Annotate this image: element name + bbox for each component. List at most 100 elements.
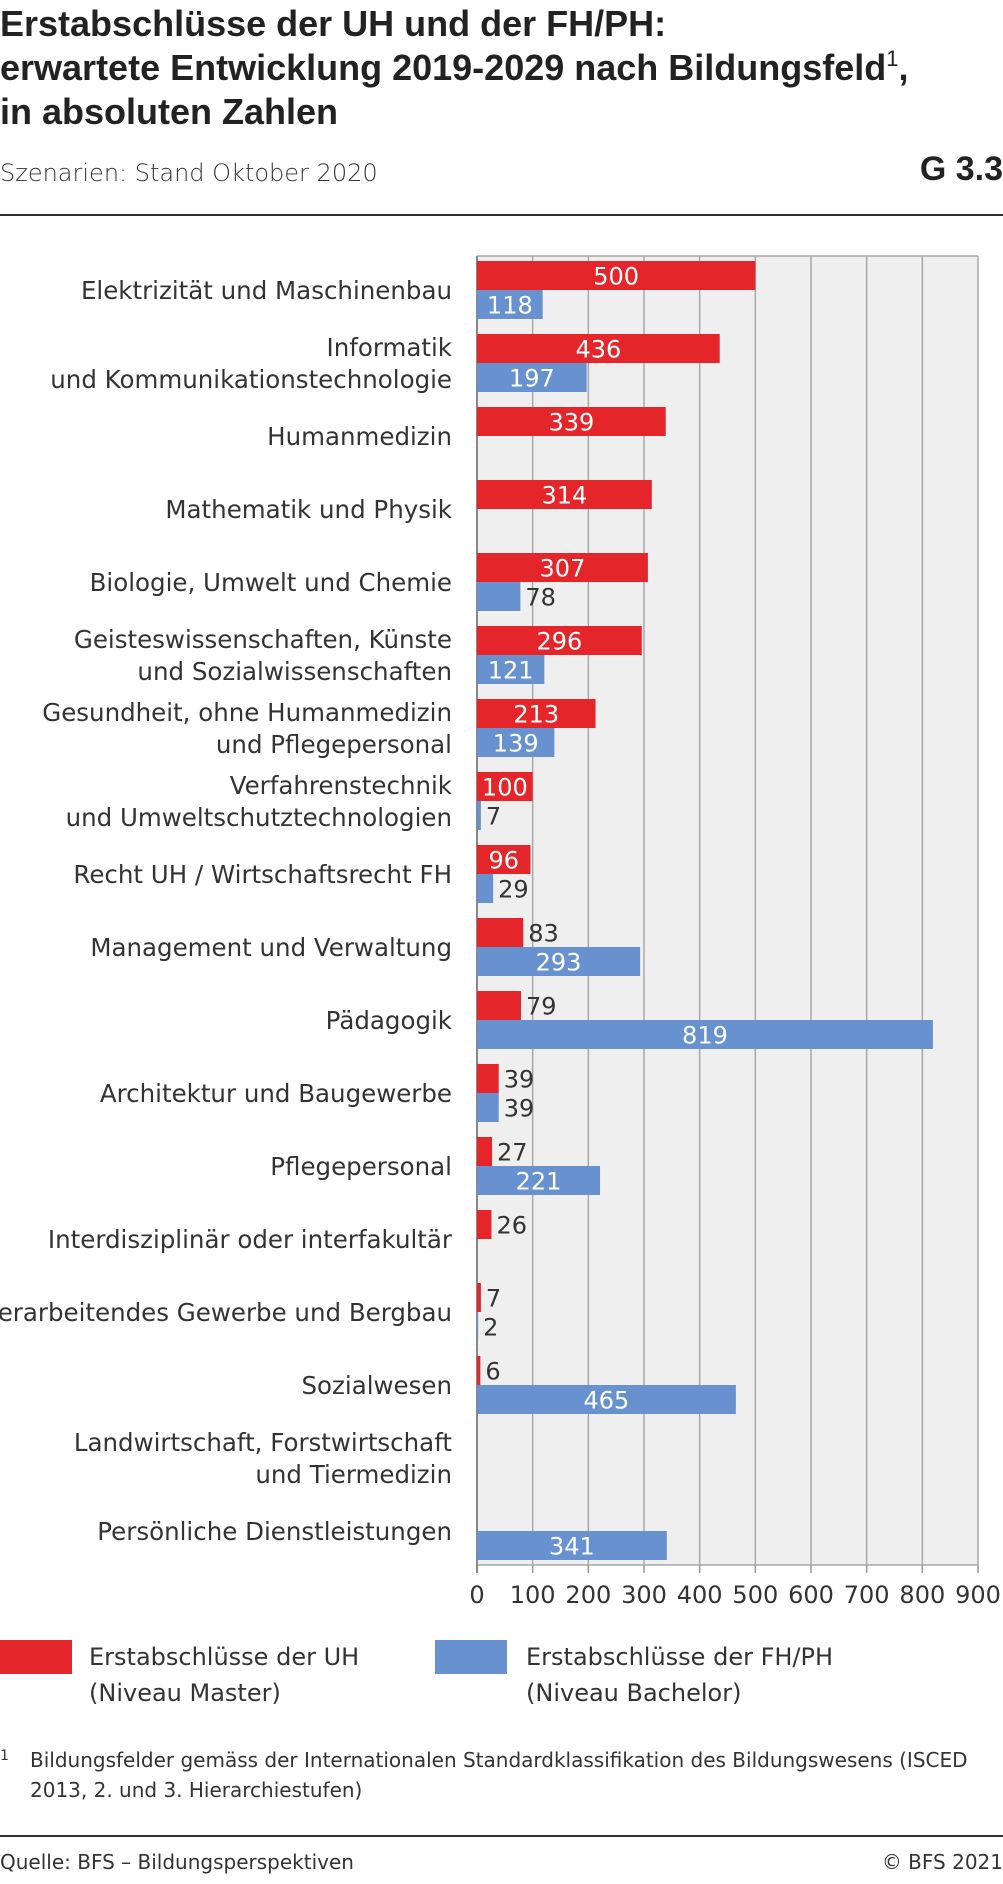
data-label-uh: 213 xyxy=(513,701,559,729)
bar-uh xyxy=(477,480,652,509)
title-line-1: Erstabschlüsse der UH und der FH/PH: xyxy=(0,3,667,44)
copyright-note: © BFS 2021 xyxy=(881,1850,1003,1874)
data-label-uh: 314 xyxy=(541,482,587,510)
bar-uh xyxy=(477,261,756,290)
bar-fh xyxy=(477,655,545,684)
legend-label-uh-line1: Erstabschlüsse der UH xyxy=(89,1643,360,1671)
category-label-line: und Tiermedizin xyxy=(255,1460,452,1489)
category-label: Persönliche Dienstleistungen xyxy=(97,1517,452,1546)
footer-rule xyxy=(0,1835,1003,1837)
bar-uh xyxy=(477,334,720,363)
bar-uh xyxy=(477,553,648,582)
data-label-fh: 341 xyxy=(549,1533,595,1561)
category-label-line: Verfahrenstechnik xyxy=(230,771,453,800)
data-label-fh: 2 xyxy=(483,1314,498,1342)
category-label: Architektur und Baugewerbe xyxy=(100,1079,452,1108)
data-label-uh: 26 xyxy=(496,1212,527,1240)
category-label-line: Pflegepersonal xyxy=(270,1152,452,1181)
bar-fh xyxy=(477,1312,479,1341)
category-label-line: und Sozialwissenschaften xyxy=(137,657,452,686)
legend-swatch-fh xyxy=(435,1640,507,1674)
bar-fh xyxy=(477,1093,499,1122)
category-label: Management und Verwaltung xyxy=(90,933,452,962)
title-line-2: erwartete Entwicklung 2019-2029 nach Bil… xyxy=(0,46,1000,90)
bar-uh xyxy=(477,918,524,947)
category-label-line: Recht UH / Wirtschaftsrecht FH xyxy=(73,860,452,889)
footnote-mark: 1 xyxy=(0,1748,9,1764)
category-label-line: Biologie, Umwelt und Chemie xyxy=(90,568,452,597)
data-label-uh: 100 xyxy=(482,774,528,802)
data-label-uh: 83 xyxy=(528,920,559,948)
category-label-line: Humanmedizin xyxy=(267,422,452,451)
data-label-fh: 819 xyxy=(682,1022,728,1050)
bar-chart: 0 100 200 300 400 500 600 700 800 900 Elektrizität… xyxy=(0,255,1001,1609)
bar-uh xyxy=(477,1137,493,1166)
category-label: Interdisziplinär oder interfakultär xyxy=(48,1225,453,1254)
bar-uh xyxy=(477,845,531,874)
x-tick-label: 0 xyxy=(469,1581,484,1609)
x-tick-label: 900 xyxy=(955,1581,1001,1609)
x-tick-label: 100 xyxy=(510,1581,556,1609)
bar-fh xyxy=(477,1166,601,1195)
title-line-3: in absoluten Zahlen xyxy=(0,91,339,132)
category-label: Mathematik und Physik xyxy=(165,495,452,524)
data-label-uh: 27 xyxy=(497,1139,528,1167)
category-label-line: Informatik xyxy=(327,333,453,362)
title-line-2-text: erwartete Entwicklung 2019-2029 nach Bil… xyxy=(0,47,887,88)
category-label: Humanmedizin xyxy=(267,422,452,451)
data-label-uh: 39 xyxy=(504,1066,535,1094)
data-label-uh: 500 xyxy=(593,263,639,291)
bar-fh xyxy=(477,1385,736,1414)
bar-fh xyxy=(477,290,543,319)
category-label: Geisteswissenschaften, Künste und Sozialw… xyxy=(74,625,452,686)
bar-fh xyxy=(477,1020,933,1049)
x-tick-label: 800 xyxy=(899,1581,945,1609)
data-label-fh: 39 xyxy=(504,1095,535,1123)
bar-fh xyxy=(477,874,494,903)
bar-fh xyxy=(477,801,481,830)
footnote-text: Bildungsfelder gemäss der Internationale… xyxy=(30,1748,968,1802)
bar-uh xyxy=(477,1283,481,1312)
data-label-uh: 296 xyxy=(536,628,582,656)
x-tick-label: 700 xyxy=(844,1581,890,1609)
bar-uh xyxy=(477,1210,492,1239)
source-note: Quelle: BFS – Bildungsperspektiven xyxy=(0,1850,354,1874)
plot-background xyxy=(477,256,978,1565)
category-label-line: Mathematik und Physik xyxy=(165,495,452,524)
category-label-line: Elektrizität und Maschinenbau xyxy=(81,276,452,305)
legend-label-uh-line2: (Niveau Master) xyxy=(89,1679,281,1707)
category-label-line: Gesundheit, ohne Humanmedizin xyxy=(42,698,452,727)
category-label-line: Architektur und Baugewerbe xyxy=(100,1079,452,1108)
category-label-line: Sozialwesen xyxy=(301,1371,452,1400)
legend-swatch-uh xyxy=(0,1640,72,1674)
category-label: Sozialwesen xyxy=(301,1371,452,1400)
data-label-uh: 96 xyxy=(488,847,519,875)
bar-uh xyxy=(477,407,666,436)
category-label-line: Management und Verwaltung xyxy=(90,933,452,962)
data-label-fh: 465 xyxy=(584,1387,630,1415)
header-rule xyxy=(0,214,1003,216)
x-tick-label: 400 xyxy=(677,1581,723,1609)
category-label: Recht UH / Wirtschaftsrecht FH xyxy=(73,860,452,889)
data-label-fh: 118 xyxy=(487,292,533,320)
data-label-fh: 293 xyxy=(536,949,582,977)
data-label-uh: 307 xyxy=(540,555,586,583)
data-label-fh: 121 xyxy=(488,657,534,685)
category-label: Landwirtschaft, Forstwirtschaft und Tierm… xyxy=(74,1428,453,1489)
category-label: Pflegepersonal xyxy=(270,1152,452,1181)
data-label-uh: 7 xyxy=(486,1285,501,1313)
chart-title: Erstabschlüsse der UH und der FH/PH: erw… xyxy=(0,2,1000,134)
data-label-fh: 139 xyxy=(493,730,539,758)
category-label: Pädagogik xyxy=(326,1006,453,1035)
category-label: Informatik und Kommunikationstechnologie xyxy=(50,333,453,394)
chart-subtitle: Szenarien: Stand Oktober 2020 xyxy=(0,159,378,187)
bar-fh xyxy=(477,1531,667,1560)
data-label-uh: 339 xyxy=(548,409,594,437)
x-tick-label: 600 xyxy=(788,1581,834,1609)
bar-uh xyxy=(477,699,596,728)
x-tick-label: 300 xyxy=(621,1581,667,1609)
graphic-number: G 3.3 xyxy=(919,150,1003,188)
legend-label-uh: Erstabschlüsse der UH (Niveau Master) xyxy=(89,1639,359,1711)
category-label: Verfahrenstechnik und Umweltschutztechnol… xyxy=(66,771,453,832)
bar-fh xyxy=(477,363,587,392)
